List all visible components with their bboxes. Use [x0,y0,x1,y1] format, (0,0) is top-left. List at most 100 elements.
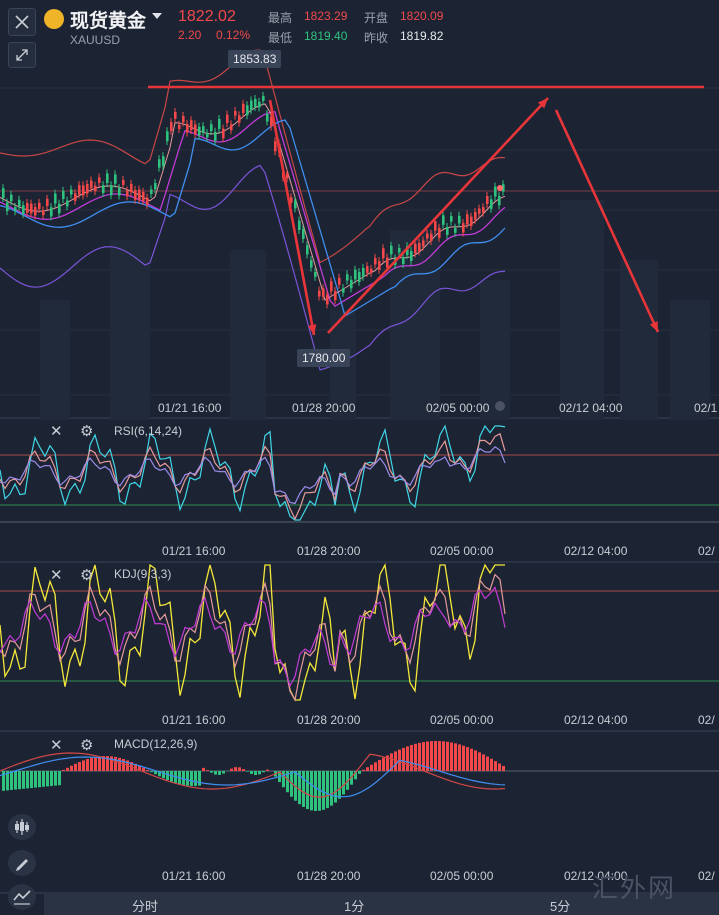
price-change: 2.20 [178,28,202,42]
candle-body [338,277,341,285]
open-label: 开盘 [364,11,389,25]
candle-body [314,272,317,277]
scroll-handle [495,401,505,411]
macd-close-icon[interactable]: ✕ [50,737,63,754]
macd-bar [310,771,313,811]
kdj-gear-icon[interactable]: ⚙ [80,567,94,584]
macd-bar [474,750,477,771]
candle-body [174,111,177,119]
rsi-label: RSI(6,14,24) [114,424,183,438]
macd-bar [482,754,485,771]
tab-5min[interactable]: 5分 [550,899,571,914]
building [230,250,266,420]
macd-bar [86,758,89,771]
kdj-close-icon[interactable]: ✕ [50,567,63,584]
rsi-close-icon[interactable]: ✕ [50,423,63,440]
candle-body [130,183,133,192]
rsi-lines [0,424,506,521]
candle-body [266,113,269,122]
macd-bar [82,760,85,771]
candle-body [262,95,265,101]
tab-timeshare[interactable]: 分时 [132,899,159,914]
candle-body [242,103,245,113]
candle-body [430,233,433,242]
rsi-gear-icon[interactable]: ⚙ [80,423,94,440]
candle-body [298,220,301,231]
macd-bar [34,771,37,788]
candle-body [254,98,257,107]
indicator-button[interactable] [8,884,36,910]
kdj-k-line [0,573,506,702]
candle-body [2,188,5,199]
kdj-label: KDJ(9,3,3) [114,567,172,581]
candle-body [62,190,65,199]
candle-body [438,227,441,238]
candle-body [474,211,477,220]
rsi-x-label: 01/21 16:00 [162,544,226,558]
candle-body [442,215,445,225]
macd-bar [462,745,465,771]
macd-bar [498,763,501,771]
macd-bar [494,761,497,771]
shrink-button[interactable] [8,42,36,68]
macd-x-label: 02/ [698,869,715,883]
draw-button[interactable] [8,850,36,876]
macd-bar [334,771,337,803]
building [110,240,150,420]
macd-bar [478,752,481,771]
candle-body [154,183,157,190]
macd-bar [370,764,373,771]
down-arrow-right [554,109,660,333]
macd-label: MACD(12,26,9) [114,737,198,751]
macd-bar [18,771,21,790]
candle-body [406,246,409,256]
macd-bar [14,771,17,790]
macd-bar [470,748,473,771]
candle-body [218,118,221,129]
candle-style-button[interactable] [8,814,36,840]
tab-1min[interactable]: 1分 [344,899,365,914]
candle-body [386,257,389,268]
macd-bar [90,757,93,771]
candle-body [274,141,277,152]
candle-body [162,156,165,166]
candle-body [294,200,297,209]
watermark: 汇外网 [592,874,677,904]
low-label: 最低 [268,31,293,45]
macd-bar [342,771,345,795]
main-x-label: 01/28 20:00 [292,401,356,415]
symbol-name[interactable]: 现货黄金 [70,11,147,32]
low-price-tip: 1780.00 [297,349,351,367]
macd-bar [38,771,41,788]
macd-gear-icon[interactable]: ⚙ [80,737,94,754]
candle-body [150,189,153,195]
candle-body [6,202,9,212]
high-price-tip: 1853.83 [228,50,282,68]
candle-body [158,159,161,168]
candle-body [94,185,97,192]
building [620,260,658,420]
candle-body [86,183,89,194]
candle-body [54,193,57,204]
candle-body [222,128,225,139]
gold-logo-icon [44,9,64,29]
building [390,230,440,420]
macd-bar [358,771,361,774]
close-button[interactable] [8,8,36,36]
macd-bar [158,771,161,777]
macd-bar [326,771,329,809]
high-label: 最高 [268,11,293,25]
macd-bar [282,771,285,788]
candle-body [194,124,197,135]
macd-bar [302,771,305,807]
macd-bar [318,771,321,811]
chevron-down-icon[interactable] [152,13,162,19]
candle-body [166,131,169,142]
candle-body [450,215,453,222]
candle-body [422,240,425,247]
candle-body [110,185,113,196]
macd-dea-line [0,756,506,798]
macd-bar [46,771,49,787]
macd-bar [10,771,13,790]
